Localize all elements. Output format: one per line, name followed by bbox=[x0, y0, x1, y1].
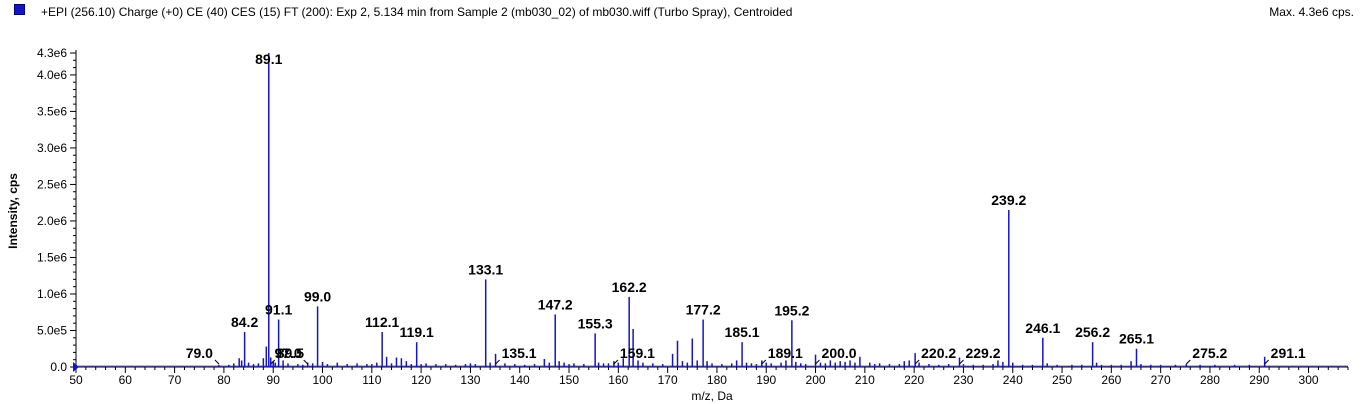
origin-marker bbox=[73, 362, 79, 372]
peak-label: 135.1 bbox=[502, 345, 537, 361]
y-axis-title: Intensity, cps bbox=[6, 173, 20, 249]
x-tick-label: 230 bbox=[953, 373, 973, 387]
x-axis-title: m/z, Da bbox=[691, 389, 733, 403]
peak-label: 97.0 bbox=[274, 345, 301, 361]
x-tick-label: 130 bbox=[460, 373, 480, 387]
peak-label: 229.2 bbox=[965, 345, 1000, 361]
peak-label: 291.1 bbox=[1271, 345, 1306, 361]
peak-label: 89.1 bbox=[255, 51, 282, 67]
peak-label-leader bbox=[270, 359, 276, 365]
x-tick-label: 50 bbox=[69, 373, 83, 387]
x-tick-label: 80 bbox=[217, 373, 231, 387]
x-tick-label: 90 bbox=[267, 373, 281, 387]
x-tick-label: 100 bbox=[312, 373, 332, 387]
peak-label: 220.2 bbox=[921, 345, 956, 361]
peak-label-leader bbox=[761, 359, 767, 365]
peak-label-leader bbox=[214, 359, 220, 365]
peak-label: 256.2 bbox=[1075, 324, 1110, 340]
peak-label: 239.2 bbox=[991, 192, 1026, 208]
x-tick-label: 190 bbox=[756, 373, 776, 387]
peak-label: 99.0 bbox=[304, 288, 331, 304]
x-tick-label: 200 bbox=[806, 373, 826, 387]
peak-label: 155.3 bbox=[578, 315, 613, 331]
peak-label: 195.2 bbox=[774, 302, 809, 318]
x-tick-label: 70 bbox=[168, 373, 182, 387]
x-tick-label: 250 bbox=[1052, 373, 1072, 387]
peak-label: 112.1 bbox=[365, 314, 399, 330]
peak-label: 200.0 bbox=[822, 345, 857, 361]
x-tick-label: 280 bbox=[1200, 373, 1220, 387]
peak-label: 162.2 bbox=[612, 279, 647, 295]
y-tick-label: 1.0e6 bbox=[37, 287, 67, 301]
peak-label: 119.1 bbox=[400, 324, 434, 340]
peak-label: 159.1 bbox=[620, 345, 655, 361]
peak-label: 147.2 bbox=[538, 296, 573, 312]
peak-label-leader bbox=[959, 359, 964, 365]
peak-label-leader bbox=[914, 359, 920, 365]
spectrum-header: +EPI (256.10) Charge (+0) CE (40) CES (1… bbox=[0, 0, 1361, 26]
x-tick-label: 260 bbox=[1101, 373, 1121, 387]
x-tick-label: 180 bbox=[707, 373, 727, 387]
peak-label: 91.1 bbox=[265, 302, 292, 318]
peak-label-leader bbox=[613, 359, 619, 365]
x-tick-label: 60 bbox=[119, 373, 133, 387]
peak-label: 275.2 bbox=[1192, 345, 1227, 361]
x-tick-label: 290 bbox=[1249, 373, 1269, 387]
x-tick-label: 170 bbox=[658, 373, 678, 387]
trace-color-swatch[interactable] bbox=[14, 4, 25, 15]
x-tick-label: 240 bbox=[1003, 373, 1023, 387]
peak-label: 133.1 bbox=[468, 261, 503, 277]
peak-label: 84.2 bbox=[231, 314, 258, 330]
axes: 50 60 70 80 90 100 110 120 130 140 150 160 170 180 190… bbox=[37, 46, 1349, 387]
x-tick-label: 160 bbox=[608, 373, 628, 387]
peak-label: 89.5 bbox=[277, 345, 304, 361]
peak-label-leader bbox=[1185, 359, 1191, 365]
x-tick-label: 220 bbox=[904, 373, 924, 387]
x-tick-label: 150 bbox=[559, 373, 579, 387]
peak-label-leader bbox=[815, 359, 820, 365]
spectrum-title: +EPI (256.10) Charge (+0) CE (40) CES (1… bbox=[41, 5, 793, 19]
x-tick-label: 110 bbox=[362, 373, 381, 387]
x-tick-label: 140 bbox=[510, 373, 530, 387]
x-tick-label: 210 bbox=[855, 373, 875, 387]
x-tick-label: 120 bbox=[411, 373, 431, 387]
peak-label: 79.0 bbox=[186, 345, 213, 361]
peak-label: 177.2 bbox=[686, 302, 721, 318]
max-intensity-label: Max. 4.3e6 cps. bbox=[1269, 5, 1354, 19]
y-tick-label: 3.5e6 bbox=[37, 104, 67, 118]
x-tick-label: 270 bbox=[1151, 373, 1171, 387]
peak-label-leader bbox=[303, 359, 309, 365]
peak-label-leader bbox=[495, 359, 500, 365]
y-tick-label: 4.3e6 bbox=[37, 46, 67, 60]
x-tick-label: 300 bbox=[1299, 373, 1319, 387]
peak-label-leader bbox=[1264, 359, 1270, 365]
y-tick-label: 0.0 bbox=[50, 360, 67, 374]
peak-label: 246.1 bbox=[1025, 320, 1060, 336]
y-tick-label: 2.5e6 bbox=[37, 177, 67, 191]
spectrum-peaks bbox=[218, 53, 1266, 367]
y-tick-label: 1.5e6 bbox=[37, 250, 67, 264]
y-tick-label: 5.0e5 bbox=[37, 323, 67, 337]
peak-label: 185.1 bbox=[725, 324, 760, 340]
y-tick-label: 2.0e6 bbox=[37, 214, 67, 228]
peak-label: 189.1 bbox=[768, 345, 803, 361]
y-tick-label: 3.0e6 bbox=[37, 141, 67, 155]
y-tick-label: 4.0e6 bbox=[37, 68, 67, 82]
peak-label: 265.1 bbox=[1119, 331, 1154, 347]
